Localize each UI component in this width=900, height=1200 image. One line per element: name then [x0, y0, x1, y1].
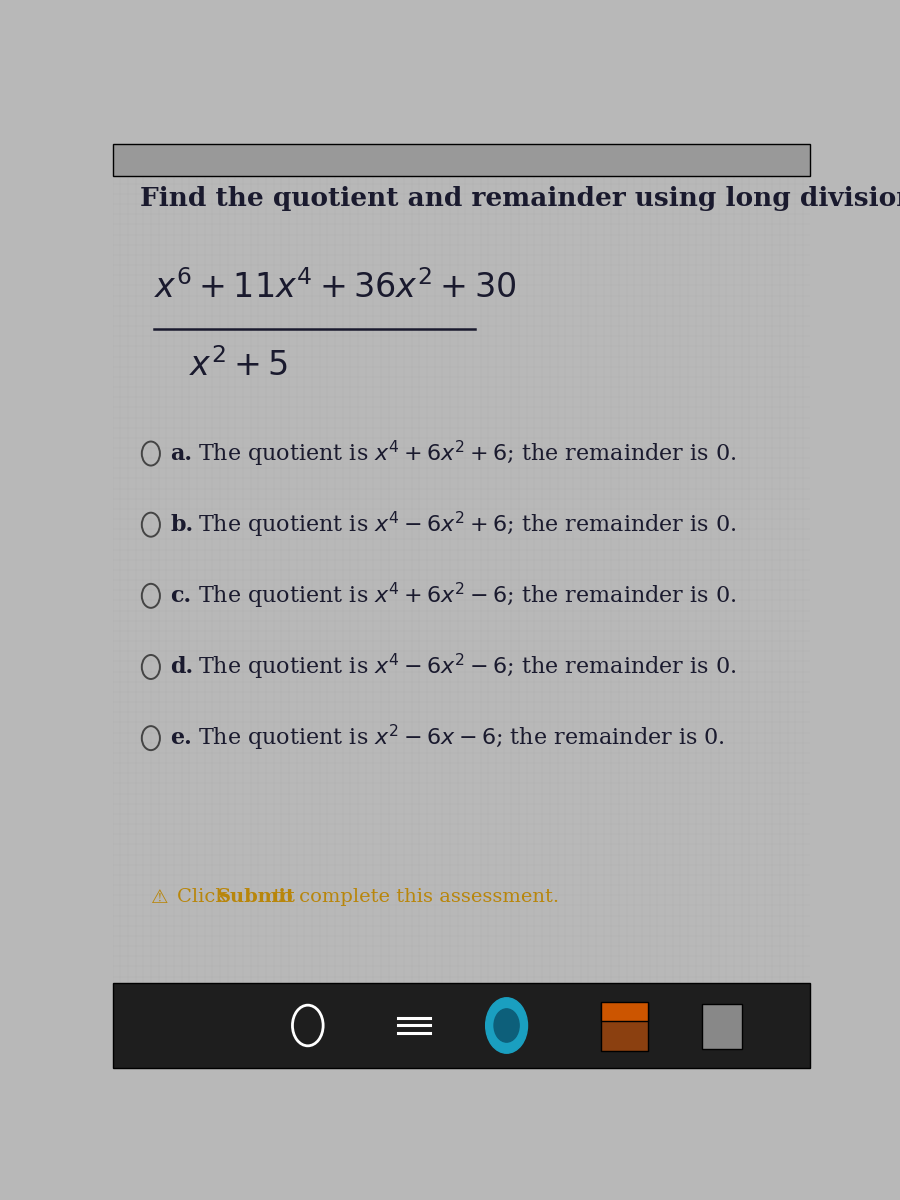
- FancyBboxPatch shape: [601, 1003, 648, 1051]
- Text: ⚠: ⚠: [151, 888, 168, 906]
- Circle shape: [486, 997, 527, 1054]
- Text: The quotient is $x^2-6x-6$; the remainder is 0.: The quotient is $x^2-6x-6$; the remainde…: [198, 724, 725, 754]
- Text: Click: Click: [177, 888, 234, 906]
- Text: b.: b.: [170, 514, 194, 535]
- Text: The quotient is $x^4-6x^2+6$; the remainder is 0.: The quotient is $x^4-6x^2+6$; the remain…: [198, 510, 737, 540]
- FancyBboxPatch shape: [601, 1002, 648, 1021]
- Text: $x^6+11x^4+36x^2+30$: $x^6+11x^4+36x^2+30$: [155, 270, 517, 305]
- FancyBboxPatch shape: [112, 983, 810, 1068]
- Text: to complete this assessment.: to complete this assessment.: [267, 888, 560, 906]
- Text: a.: a.: [170, 443, 193, 464]
- Text: c.: c.: [170, 584, 192, 607]
- Text: e.: e.: [170, 727, 192, 749]
- Circle shape: [494, 1009, 519, 1042]
- FancyBboxPatch shape: [702, 1004, 742, 1049]
- Text: The quotient is $x^4+6x^2-6$; the remainder is 0.: The quotient is $x^4+6x^2-6$; the remain…: [198, 581, 737, 611]
- Text: d.: d.: [170, 656, 194, 678]
- Text: Submit: Submit: [217, 888, 296, 906]
- Text: Find the quotient and remainder using long division.: Find the quotient and remainder using lo…: [140, 186, 900, 210]
- Text: The quotient is $x^4-6x^2-6$; the remainder is 0.: The quotient is $x^4-6x^2-6$; the remain…: [198, 652, 737, 682]
- Text: $x^2+5$: $x^2+5$: [189, 348, 289, 383]
- FancyBboxPatch shape: [112, 144, 810, 176]
- Text: The quotient is $x^4+6x^2+6$; the remainder is 0.: The quotient is $x^4+6x^2+6$; the remain…: [198, 438, 737, 469]
